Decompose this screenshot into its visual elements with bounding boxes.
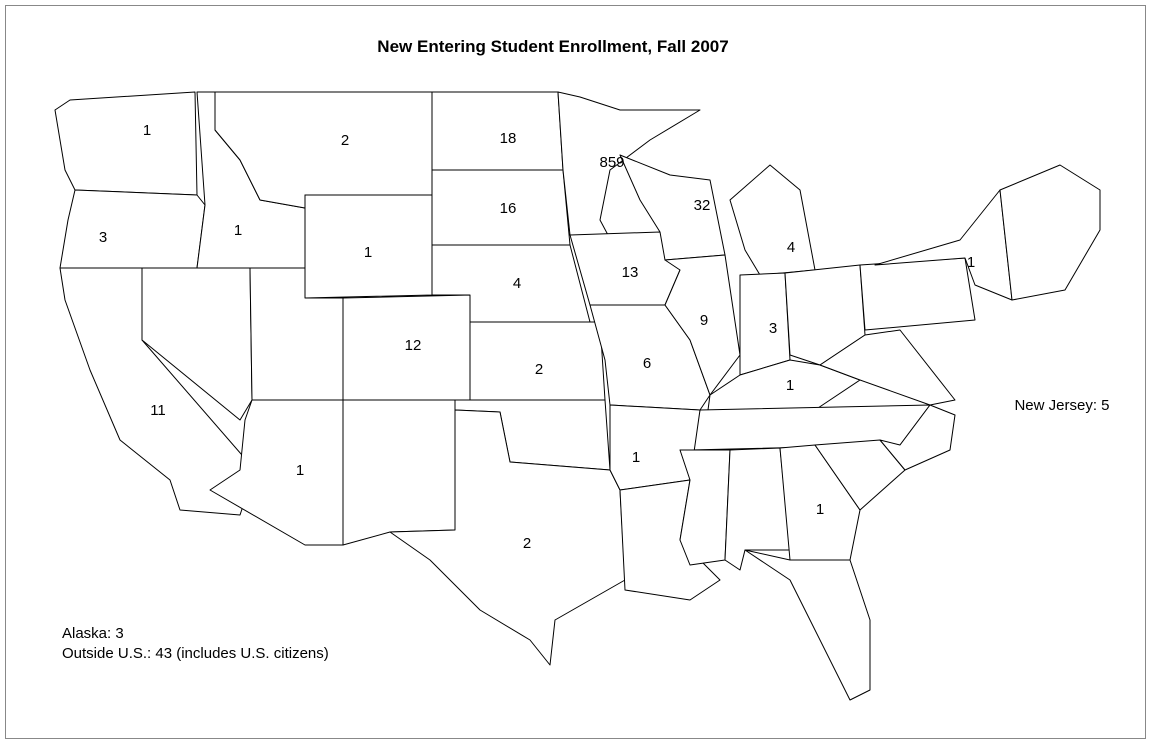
state-count: 1 [632, 449, 640, 466]
state-count: 18 [500, 130, 517, 147]
state-count: 1 [234, 222, 242, 239]
note-outside: Outside U.S.: 43 (includes U.S. citizens… [62, 645, 329, 662]
state [679, 449, 731, 566]
state-count: 12 [405, 337, 422, 354]
state [819, 329, 956, 406]
state [744, 549, 871, 701]
states [54, 91, 1101, 701]
state-count: 6 [643, 355, 651, 372]
state-count: 1 [786, 377, 794, 394]
state [609, 404, 701, 491]
state [664, 254, 741, 396]
state-count: 859 [599, 154, 624, 171]
state-count: 13 [622, 264, 639, 281]
state-count: 1 [364, 244, 372, 261]
state-count: 2 [535, 361, 543, 378]
state-count: 16 [500, 200, 517, 217]
state [999, 164, 1101, 301]
state-count: 3 [99, 229, 107, 246]
state-count: 1 [143, 122, 151, 139]
state-count: 2 [523, 535, 531, 552]
state-count: 32 [694, 197, 711, 214]
state-count: 1 [816, 501, 824, 518]
state-count: 4 [787, 239, 795, 256]
note-new-jersey: New Jersey: 5 [1014, 397, 1109, 414]
state-count: 1 [967, 254, 975, 271]
state [342, 399, 456, 546]
state [389, 409, 626, 666]
state [59, 189, 206, 269]
state-count: 11 [150, 402, 166, 419]
state [739, 272, 791, 376]
state-count: 2 [341, 132, 349, 149]
state-count: 9 [700, 312, 708, 329]
state [859, 257, 976, 331]
state [431, 91, 564, 171]
note-alaska: Alaska: 3 [62, 625, 124, 642]
state-count: 4 [513, 275, 521, 292]
state [54, 91, 198, 196]
state-count: 1 [296, 462, 304, 479]
map-title: New Entering Student Enrollment, Fall 20… [377, 37, 728, 56]
state [779, 444, 861, 561]
state-count: 3 [769, 320, 777, 337]
state [557, 91, 701, 236]
